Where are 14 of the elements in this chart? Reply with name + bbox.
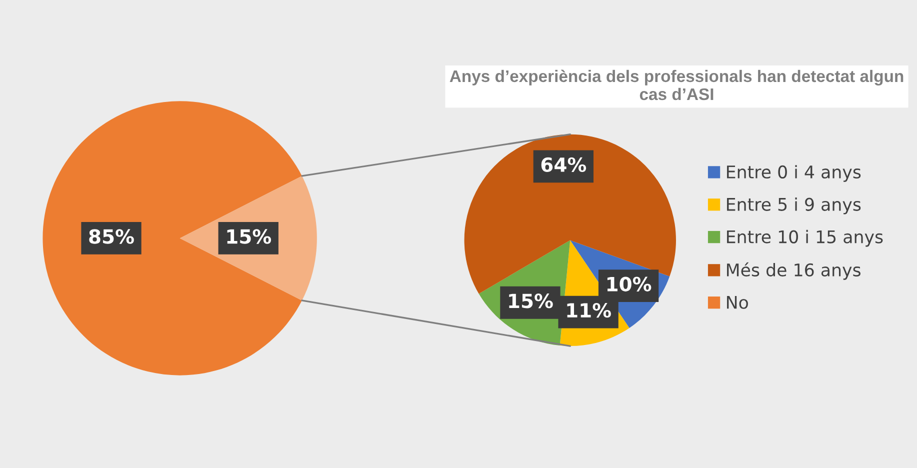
legend-label: No	[727, 296, 748, 309]
chart-title: Anys d’experiència dels professionals han detectat algun cas d’ASI	[450, 70, 904, 100]
legend-label: Entre 5 i 9 anys	[727, 198, 861, 214]
data-label: 15%	[227, 229, 272, 244]
data-label: 15%	[509, 294, 553, 308]
pie-slice	[42, 101, 302, 376]
data-label: 11%	[567, 302, 611, 318]
legend-label: Entre 10 i 15 anys	[727, 230, 883, 247]
legend-label: Entre 0 i 4 anys	[727, 165, 861, 182]
data-label: 85%	[89, 229, 134, 244]
data-label: 10%	[607, 276, 652, 292]
pie-slice	[464, 134, 676, 294]
legend-label: Més de 16 anys	[727, 262, 860, 280]
data-label: 64%	[541, 157, 586, 172]
